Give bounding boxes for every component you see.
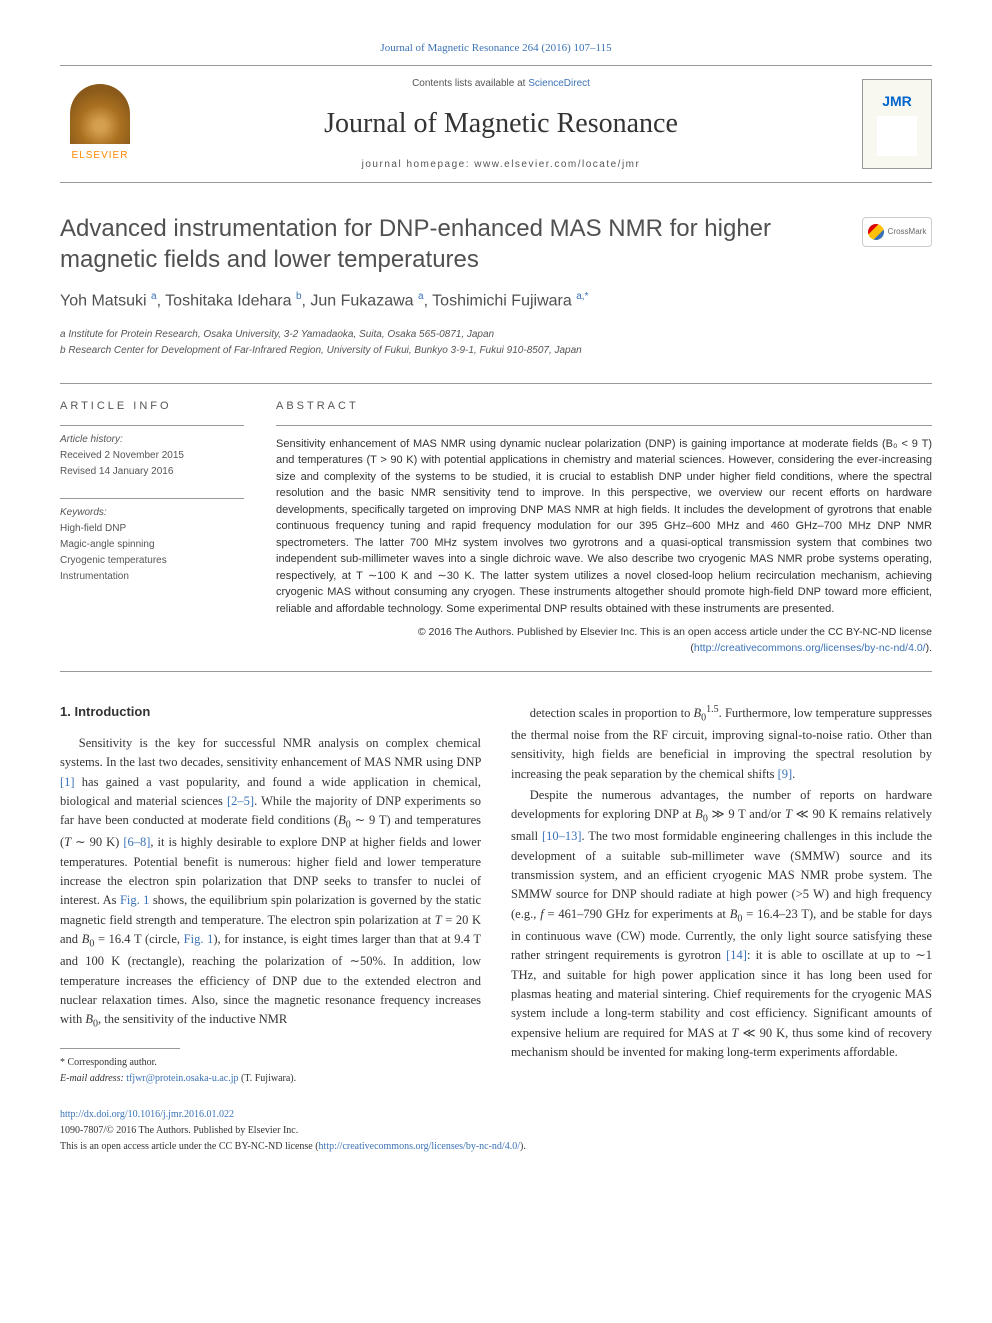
affiliations: a Institute for Protein Research, Osaka … bbox=[60, 327, 932, 359]
history-label: Article history: bbox=[60, 432, 244, 448]
contents-available: Contents lists available at ScienceDirec… bbox=[140, 76, 862, 91]
affiliation-b: b Research Center for Development of Far… bbox=[60, 343, 932, 359]
sciencedirect-link[interactable]: ScienceDirect bbox=[528, 78, 590, 89]
jmr-graphic-icon bbox=[877, 116, 917, 156]
abstract-text: Sensitivity enhancement of MAS NMR using… bbox=[276, 436, 932, 618]
corresponding-author: * Corresponding author. E-mail address: … bbox=[60, 1055, 481, 1087]
article-title: Advanced instrumentation for DNP-enhance… bbox=[60, 213, 842, 275]
journal-homepage: journal homepage: www.elsevier.com/locat… bbox=[140, 157, 862, 172]
jmr-abbrev: JMR bbox=[882, 91, 912, 112]
article-info: ARTICLE INFO Article history: Received 2… bbox=[60, 384, 260, 671]
body-left-column: 1. Introduction Sensitivity is the key f… bbox=[60, 702, 481, 1088]
elsevier-logo: ELSEVIER bbox=[60, 79, 140, 169]
journal-header: ELSEVIER Contents lists available at Sci… bbox=[60, 65, 932, 183]
citation-header: Journal of Magnetic Resonance 264 (2016)… bbox=[60, 40, 932, 57]
issn-line: 1090-7807/© 2016 The Authors. Published … bbox=[60, 1123, 932, 1139]
abstract-label: ABSTRACT bbox=[276, 398, 932, 415]
crossmark-label: CrossMark bbox=[888, 226, 927, 238]
copyright-line: © 2016 The Authors. Published by Elsevie… bbox=[276, 625, 932, 657]
authors: Yoh Matsuki a, Toshitaka Idehara b, Jun … bbox=[60, 289, 932, 313]
contents-prefix: Contents lists available at bbox=[412, 78, 528, 89]
email-suffix: (T. Fujiwara). bbox=[239, 1073, 297, 1084]
oa-close: ). bbox=[520, 1141, 526, 1152]
corresponding-label: * Corresponding author. bbox=[60, 1055, 481, 1071]
keyword: Cryogenic temperatures bbox=[60, 553, 244, 569]
keyword: Magic-angle spinning bbox=[60, 537, 244, 553]
oa-line: This is an open access article under the… bbox=[60, 1141, 319, 1152]
article-history: Article history: Received 2 November 201… bbox=[60, 432, 244, 480]
intro-para-3: Despite the numerous advantages, the num… bbox=[511, 786, 932, 1063]
crossmark-icon bbox=[868, 224, 884, 240]
keywords: Keywords: High-field DNP Magic-angle spi… bbox=[60, 505, 244, 585]
elsevier-tree-icon bbox=[70, 84, 130, 144]
revised-date: Revised 14 January 2016 bbox=[60, 464, 244, 480]
journal-cover: JMR bbox=[862, 79, 932, 169]
intro-para-2: detection scales in proportion to B01.5.… bbox=[511, 702, 932, 784]
crossmark-badge[interactable]: CrossMark bbox=[862, 217, 932, 247]
copyright-close: ). bbox=[926, 642, 932, 654]
received-date: Received 2 November 2015 bbox=[60, 448, 244, 464]
footer-license-link[interactable]: http://creativecommons.org/licenses/by-n… bbox=[319, 1141, 520, 1152]
affiliation-a: a Institute for Protein Research, Osaka … bbox=[60, 327, 932, 343]
email-label: E-mail address: bbox=[60, 1073, 126, 1084]
body-right-column: detection scales in proportion to B01.5.… bbox=[511, 702, 932, 1088]
email-link[interactable]: tfjwr@protein.osaka-u.ac.jp bbox=[126, 1073, 238, 1084]
article-info-label: ARTICLE INFO bbox=[60, 398, 244, 415]
keyword: Instrumentation bbox=[60, 569, 244, 585]
license-link[interactable]: http://creativecommons.org/licenses/by-n… bbox=[694, 642, 926, 654]
journal-title: Journal of Magnetic Resonance bbox=[140, 103, 862, 145]
footer-block: http://dx.doi.org/10.1016/j.jmr.2016.01.… bbox=[60, 1107, 932, 1155]
header-center: Contents lists available at ScienceDirec… bbox=[140, 76, 862, 172]
intro-para-1: Sensitivity is the key for successful NM… bbox=[60, 734, 481, 1033]
keywords-label: Keywords: bbox=[60, 505, 244, 521]
section-heading-intro: 1. Introduction bbox=[60, 702, 481, 722]
footnote-separator bbox=[60, 1048, 180, 1049]
elsevier-label: ELSEVIER bbox=[72, 148, 129, 163]
keyword: High-field DNP bbox=[60, 521, 244, 537]
abstract: ABSTRACT Sensitivity enhancement of MAS … bbox=[260, 384, 932, 671]
doi-link[interactable]: http://dx.doi.org/10.1016/j.jmr.2016.01.… bbox=[60, 1109, 234, 1120]
